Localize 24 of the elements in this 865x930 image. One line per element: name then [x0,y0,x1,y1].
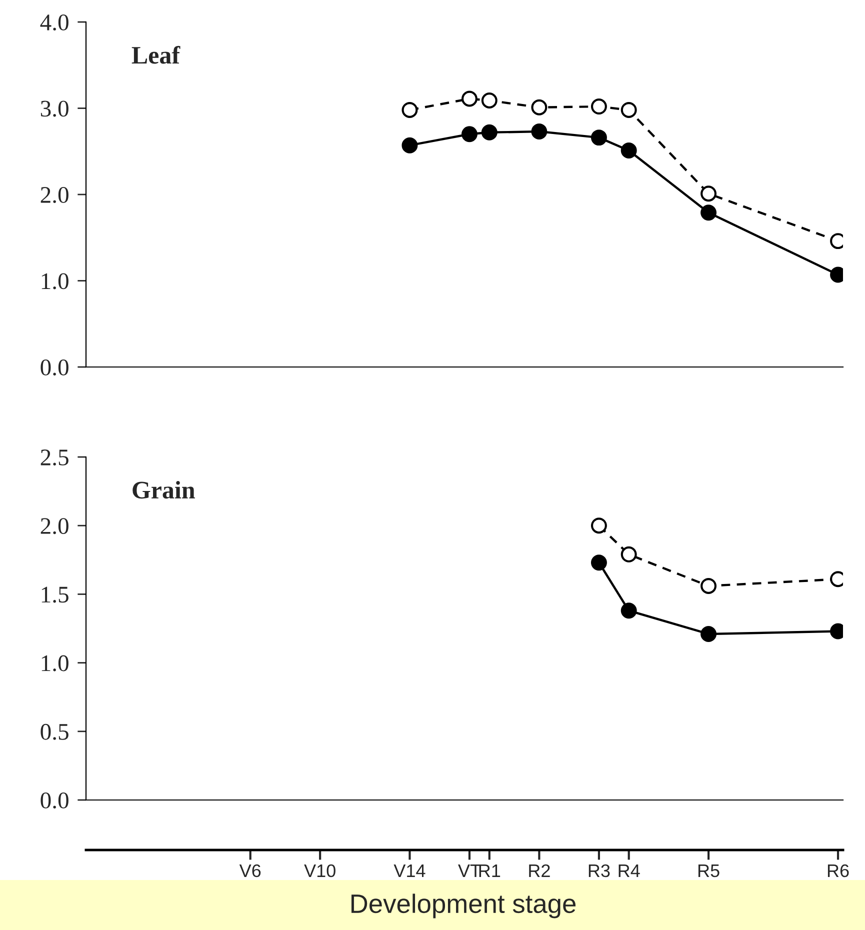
x-tick-label: V6 [239,864,261,878]
y-tick-label: 4.0 [40,14,68,31]
x-axis-title: Development stage [351,894,576,918]
x-tick-label: R6 [828,864,849,878]
text: Grain [132,481,195,499]
y-tick-label: 1.0 [42,655,68,672]
y-tick-label: 2.0 [40,518,68,534]
y-tick-label: 0.0 [40,359,68,376]
y-tick-label: 0.5 [40,724,68,740]
x-tick-label: R5 [698,864,720,878]
y-tick-label: 2.0 [40,186,68,204]
x-tick-label: R3 [588,864,610,878]
y-tick-label: 2.5 [40,450,68,466]
y-tick-label: 0.0 [40,792,68,809]
x-tick-label: R2 [529,864,550,877]
x-tick-label: VT [458,864,481,877]
text: Leaf [132,46,180,64]
x-tick-label: R1 [479,864,500,877]
x-tick-label: R4 [618,864,640,877]
y-tick-label: 3.0 [40,100,68,117]
y-tick-label: 1.5 [42,586,68,603]
x-tick-label: V10 [304,864,336,878]
y-tick-label: 1.0 [42,273,68,290]
x-tick-label: V14 [394,864,426,877]
